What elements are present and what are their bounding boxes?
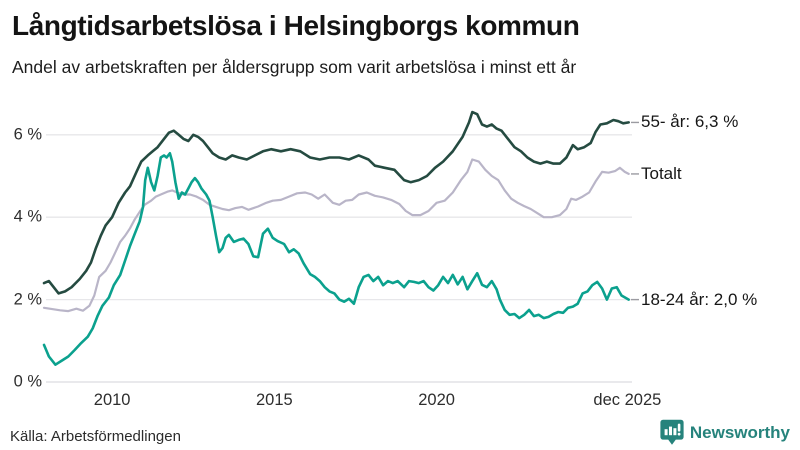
series-end-label: Totalt	[641, 163, 682, 183]
y-tick-label: 6 %	[13, 125, 42, 144]
newsworthy-barchart-icon	[660, 419, 684, 445]
series-line-18-24-r	[42, 152, 631, 367]
x-tick-label: 2015	[256, 391, 293, 409]
newsworthy-wordmark: Newsworthy	[689, 422, 790, 442]
y-tick-label: 4 %	[13, 207, 42, 226]
x-tick-label: dec 2025	[593, 391, 662, 409]
x-tick-label: 2010	[93, 391, 131, 409]
chart-subtitle: Andel av arbetskraften per åldersgrupp s…	[12, 57, 577, 77]
y-tick-label: 2 %	[13, 290, 42, 309]
series-end-label: 55- år: 6,3 %	[641, 112, 739, 132]
series-line-totalt	[42, 158, 630, 313]
x-tick-label: 2020	[418, 391, 455, 409]
page-title: Långtidsarbetslösa i Helsingborgs kommun	[12, 10, 580, 41]
y-tick-label: 0 %	[13, 372, 42, 391]
series-line-55-r	[42, 110, 631, 295]
series-end-label: 18-24 år: 2,0 %	[641, 289, 758, 309]
source-note: Källa: Arbetsförmedlingen	[10, 428, 181, 445]
newsworthy-logo: Newsworthy	[660, 419, 790, 446]
